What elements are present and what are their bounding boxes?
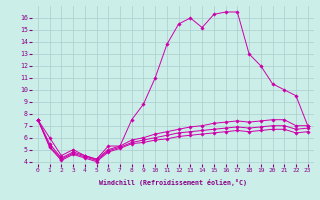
- X-axis label: Windchill (Refroidissement éolien,°C): Windchill (Refroidissement éolien,°C): [99, 179, 247, 186]
